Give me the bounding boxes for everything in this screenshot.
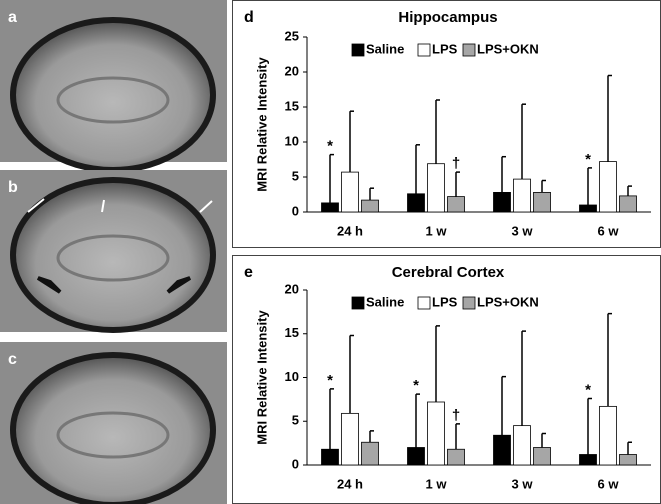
y-tick-label: 20 bbox=[285, 63, 299, 78]
legend-label: LPS+OKN bbox=[477, 294, 539, 309]
y-tick-label: 5 bbox=[292, 168, 299, 183]
y-tick-label: 0 bbox=[292, 456, 299, 471]
bar bbox=[447, 448, 465, 466]
y-tick-label: 10 bbox=[285, 369, 299, 384]
bar bbox=[407, 193, 425, 213]
y-tick-label: 25 bbox=[285, 28, 299, 43]
bar bbox=[579, 454, 597, 466]
legend-label: Saline bbox=[366, 41, 404, 56]
x-tick-label: 6 w bbox=[598, 476, 620, 491]
x-tick-label: 24 h bbox=[337, 476, 363, 491]
x-tick-label: 6 w bbox=[598, 223, 620, 238]
panel-label: a bbox=[8, 9, 17, 26]
annotation: † bbox=[452, 407, 460, 424]
legend-label: LPS bbox=[432, 294, 458, 309]
annotation: * bbox=[413, 377, 419, 394]
bar bbox=[361, 199, 379, 213]
legend-swatch bbox=[417, 296, 431, 310]
annotation: * bbox=[585, 151, 591, 168]
bar bbox=[599, 161, 617, 213]
legend-label: Saline bbox=[366, 294, 404, 309]
bar bbox=[533, 191, 551, 213]
y-tick-label: 15 bbox=[285, 98, 299, 113]
chart-title: Cerebral Cortex bbox=[392, 264, 505, 281]
x-tick-label: 1 w bbox=[426, 476, 448, 491]
panel-label: b bbox=[8, 179, 18, 196]
bar bbox=[427, 401, 445, 466]
legend-swatch bbox=[462, 296, 476, 310]
legend-label: LPS+OKN bbox=[477, 41, 539, 56]
y-tick-label: 15 bbox=[285, 325, 299, 340]
bar bbox=[513, 178, 531, 213]
y-tick-label: 5 bbox=[292, 413, 299, 428]
bar bbox=[619, 454, 637, 466]
annotation: * bbox=[585, 381, 591, 398]
bar bbox=[321, 448, 339, 466]
bar bbox=[407, 447, 425, 466]
chart-title: Hippocampus bbox=[398, 9, 497, 26]
bar bbox=[341, 412, 359, 466]
mri-b bbox=[0, 170, 227, 333]
annotation: * bbox=[327, 138, 333, 155]
bar bbox=[493, 191, 511, 213]
annotation: † bbox=[452, 155, 460, 172]
legend-swatch bbox=[462, 43, 476, 57]
y-tick-label: 20 bbox=[285, 281, 299, 296]
y-tick-label: 10 bbox=[285, 133, 299, 148]
y-tick-label: 0 bbox=[292, 203, 299, 218]
chart-panel-label: e bbox=[244, 264, 253, 281]
bar bbox=[361, 441, 379, 466]
mri-c bbox=[0, 342, 227, 504]
legend-swatch bbox=[351, 43, 365, 57]
legend-label: LPS bbox=[432, 41, 458, 56]
legend-swatch bbox=[417, 43, 431, 57]
bar bbox=[579, 204, 597, 213]
x-tick-label: 3 w bbox=[512, 476, 534, 491]
x-tick-label: 3 w bbox=[512, 223, 534, 238]
bar bbox=[427, 163, 445, 213]
bar bbox=[599, 405, 617, 466]
y-axis-label: MRI Relative Intensity bbox=[254, 57, 269, 192]
y-axis-label: MRI Relative Intensity bbox=[254, 310, 269, 445]
annotation: * bbox=[327, 372, 333, 389]
bar bbox=[533, 447, 551, 466]
bar bbox=[321, 202, 339, 213]
mri-a bbox=[0, 0, 227, 173]
panel-label: c bbox=[8, 351, 17, 368]
legend-swatch bbox=[351, 296, 365, 310]
x-tick-label: 1 w bbox=[426, 223, 448, 238]
bar bbox=[447, 196, 465, 213]
bar bbox=[341, 171, 359, 213]
bar bbox=[619, 195, 637, 213]
bar bbox=[513, 425, 531, 466]
chart-panel-label: d bbox=[244, 9, 254, 26]
x-tick-label: 24 h bbox=[337, 223, 363, 238]
bar bbox=[493, 434, 511, 466]
